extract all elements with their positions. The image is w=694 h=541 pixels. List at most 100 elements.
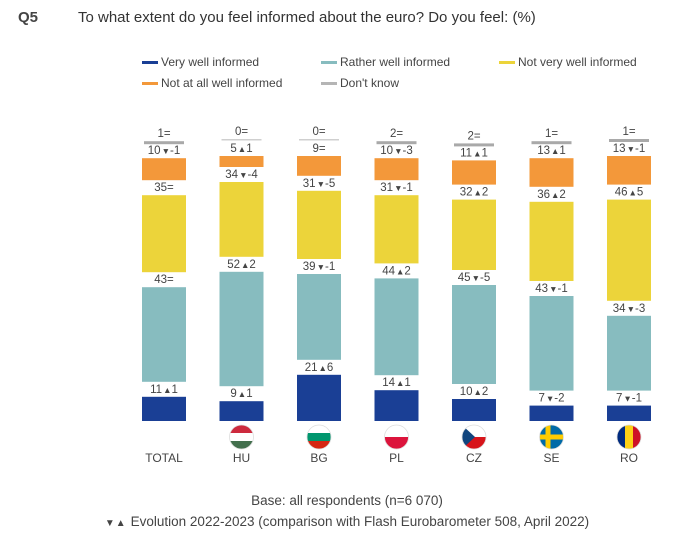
bar-segment-not-at-all-well-informed-hu: [219, 156, 264, 167]
bar-segment-not-at-all-well-informed-pl: [374, 158, 419, 181]
data-label: 5▲1: [230, 143, 252, 155]
bar-segment-not-very-well-informed-se: [529, 201, 574, 281]
category-label: TOTAL: [145, 451, 183, 465]
data-label: 2=: [467, 130, 480, 142]
data-label: 36▲2: [537, 189, 566, 201]
data-label: 10▼-3: [380, 145, 412, 157]
data-label: 9=: [312, 143, 325, 155]
data-label: 31▼-1: [380, 182, 412, 194]
stacked-bar-chart: 11▲1 43= 35= 10▼-1 1= TOTAL 9▲1 52▲2 34▼-4 5▲1 0= H…: [142, 126, 651, 465]
evolution-arrows-icon: ▼▲: [104, 518, 127, 529]
data-label: 11▲1: [460, 147, 488, 159]
bar-segment-not-very-well-informed-pl: [374, 195, 419, 264]
bar-segment-very-well-informed-total: [142, 396, 186, 421]
flag-sweden-icon: [539, 424, 564, 450]
flag-poland-icon: [384, 424, 409, 450]
data-label: 46▲5: [615, 187, 644, 199]
legend-label: Not at all well informed: [161, 76, 283, 90]
bar-segment-dont-know-pl: [376, 141, 417, 145]
legend-label: Rather well informed: [340, 55, 451, 69]
base-note: Base: all respondents (n=6 070): [251, 493, 443, 508]
data-label: 44▲2: [382, 265, 411, 277]
data-label: 10▼-1: [148, 145, 180, 157]
data-label: 21▲6: [305, 362, 334, 374]
bar-segment-rather-well-informed-hu: [219, 271, 264, 387]
data-label: 13▲1: [537, 145, 566, 157]
bar-segment-dont-know-se: [531, 141, 572, 145]
legend-swatch: [321, 60, 337, 64]
question-number: Q5: [18, 9, 39, 26]
data-label: 34▼-4: [225, 169, 258, 181]
legend-item-dont-know: Don't know: [321, 76, 399, 90]
data-label: 10▲2: [460, 386, 489, 398]
data-label: 31▼-5: [303, 178, 335, 190]
bar-segment-dont-know-ro: [609, 139, 649, 142]
data-label: 1=: [545, 128, 558, 140]
bar-segment-not-at-all-well-informed-total: [142, 158, 186, 181]
legend-item-not-at-all: Not at all well informed: [142, 76, 282, 90]
bar-segment-very-well-informed-ro: [607, 405, 651, 421]
question-title: To what extent do you feel informed abou…: [78, 9, 536, 26]
data-label: 39▼-1: [303, 261, 335, 273]
data-label: 43=: [154, 274, 174, 286]
evolution-text: Evolution 2022-2023 (comparison with Fla…: [130, 514, 590, 529]
legend-label: Don't know: [340, 76, 399, 90]
category-label: SE: [543, 451, 559, 465]
data-label: 0=: [312, 126, 325, 138]
bar-segment-very-well-informed-se: [529, 405, 574, 421]
category-label: PL: [389, 451, 404, 465]
data-label: 35=: [154, 182, 174, 194]
bar-segment-dont-know-cz: [454, 143, 494, 147]
flag-romania-icon: [616, 424, 642, 450]
bar-segment-not-very-well-informed-total: [142, 195, 186, 273]
flag-hungary-icon: [229, 424, 254, 450]
bar-segment-not-at-all-well-informed-cz: [452, 160, 496, 185]
legend-swatch: [499, 60, 515, 64]
legend-swatch: [142, 81, 158, 85]
flag-czechia-icon: [461, 424, 487, 450]
data-label: 11▲1: [150, 384, 178, 396]
bar-segment-rather-well-informed-se: [529, 296, 574, 391]
bar-segment-not-very-well-informed-bg: [297, 190, 341, 259]
chart-legend: Very well informed Rather well informed …: [0, 0, 694, 100]
legend-item-rather-well: Rather well informed: [321, 55, 450, 69]
data-label: 45▼-5: [458, 272, 490, 284]
data-label: 52▲2: [227, 259, 256, 271]
flag-bulgaria-icon: [306, 424, 332, 450]
data-label: 7▼-1: [616, 393, 642, 405]
bar-segment-not-very-well-informed-hu: [219, 182, 264, 257]
bar-segment-very-well-informed-cz: [452, 399, 496, 421]
data-label: 32▲2: [460, 187, 489, 199]
bar-segment-very-well-informed-hu: [219, 401, 264, 421]
bar-segment-rather-well-informed-pl: [374, 278, 419, 376]
bar-segment-dont-know-total: [144, 141, 184, 145]
data-label: 34▼-3: [613, 303, 645, 315]
bar-segment-not-at-all-well-informed-se: [529, 158, 574, 187]
legend-label: Very well informed: [161, 55, 260, 69]
bar-segment-dont-know-hu: [221, 139, 262, 141]
data-label: 13▼-1: [613, 143, 645, 155]
bar-segment-very-well-informed-pl: [374, 390, 419, 421]
bar-segment-rather-well-informed-cz: [452, 285, 496, 384]
data-label: 9▲1: [230, 388, 252, 400]
category-label: BG: [310, 451, 327, 465]
evolution-note: ▼▲ Evolution 2022-2023 (comparison with F…: [0, 514, 694, 529]
bar-segment-very-well-informed-bg: [297, 374, 341, 421]
data-label: 0=: [235, 126, 248, 138]
bar-segment-not-at-all-well-informed-bg: [297, 156, 341, 176]
legend-swatch: [321, 81, 337, 85]
bar-segment-rather-well-informed-total: [142, 287, 186, 382]
data-label: 7▼-2: [538, 393, 564, 405]
data-label: 43▼-1: [535, 283, 567, 295]
data-label: 2=: [390, 128, 403, 140]
legend-item-very-well: Very well informed: [142, 55, 259, 69]
data-label: 1=: [622, 126, 635, 138]
bar-segment-dont-know-bg: [299, 139, 339, 141]
bar-segment-rather-well-informed-ro: [607, 315, 651, 391]
data-label: 1=: [157, 128, 170, 140]
category-label: RO: [620, 451, 638, 465]
legend-item-not-very-well: Not very well informed: [499, 55, 637, 69]
bar-segment-not-very-well-informed-cz: [452, 199, 496, 270]
category-label: CZ: [466, 451, 482, 465]
legend-swatch: [142, 60, 158, 64]
